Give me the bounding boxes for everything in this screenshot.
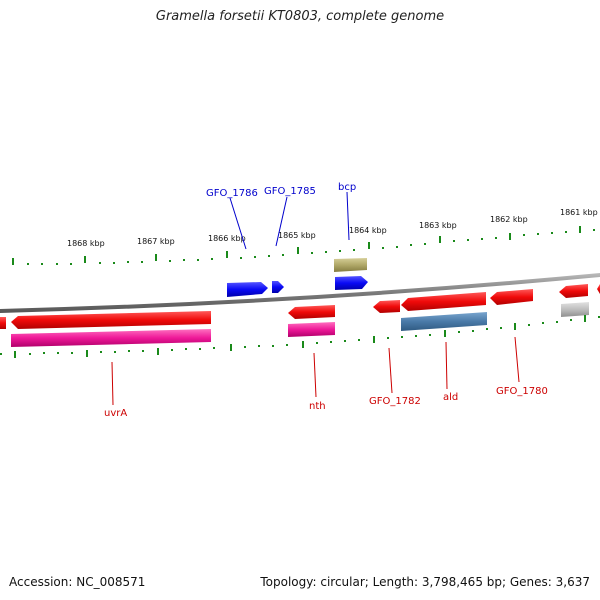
gene-gfo-1782-cds-arrow[interactable]	[373, 300, 400, 313]
tick-label-1866: 1866 kbp	[208, 234, 246, 243]
tick-label-1861: 1861 kbp	[560, 208, 598, 217]
bottom-gene-leaders	[111, 336, 520, 406]
gene-gfo-1780-cds-arrow[interactable]	[490, 289, 533, 305]
tick-label-1868: 1868 kbp	[67, 239, 105, 248]
gene-label-uvra[interactable]: uvrA	[104, 408, 127, 419]
gene-label-nth[interactable]: nth	[309, 401, 326, 412]
map-title: Gramella forsetii KT0803, complete genom…	[155, 9, 445, 24]
gene-uvra-cds-arrow[interactable]	[11, 311, 211, 329]
tick-label-1862: 1862 kbp	[490, 215, 528, 224]
gene-label-gfo-1782[interactable]: GFO_1782	[369, 396, 421, 407]
forward-feature-khaki[interactable]	[334, 258, 367, 272]
tick-label-1864: 1864 kbp	[349, 226, 387, 235]
top-gene-leaders	[229, 191, 350, 250]
gene-label-bcp[interactable]: bcp	[338, 182, 356, 193]
gene-ald-cds-arrow[interactable]	[401, 292, 486, 311]
gene-bcp-arrow[interactable]	[335, 276, 368, 290]
gene-ald-box[interactable]	[401, 312, 487, 331]
gene-nth-cds-arrow[interactable]	[288, 305, 335, 319]
accession-text: Accession: NC_008571	[9, 575, 146, 589]
gene-right-gray-box[interactable]	[561, 302, 589, 317]
inner-tick-ruler	[0, 315, 600, 358]
gene-label-gfo-1780[interactable]: GFO_1780	[496, 386, 548, 397]
tick-label-1867: 1867 kbp	[137, 237, 175, 246]
outer-tick-ruler	[12, 226, 595, 265]
gene-label-gfo-1785[interactable]: GFO_1785	[264, 186, 316, 197]
genome-summary-text: Topology: circular; Length: 3,798,465 bp…	[260, 575, 590, 589]
gene-right-edge-arrow[interactable]	[559, 284, 600, 298]
tick-label-1863: 1863 kbp	[419, 221, 457, 230]
gene-gfo-1785-arrow[interactable]	[272, 281, 284, 293]
gene-gfo-1786-arrow[interactable]	[227, 282, 268, 297]
tick-label-1865: 1865 kbp	[278, 231, 316, 240]
gene-left-edge-arrow[interactable]	[0, 317, 6, 329]
gene-label-ald[interactable]: ald	[443, 392, 458, 403]
gene-label-gfo-1786[interactable]: GFO_1786	[206, 188, 258, 199]
gene-nth-box[interactable]	[288, 322, 335, 337]
genome-backbone	[0, 273, 600, 313]
gene-uvra-box[interactable]	[11, 329, 211, 347]
